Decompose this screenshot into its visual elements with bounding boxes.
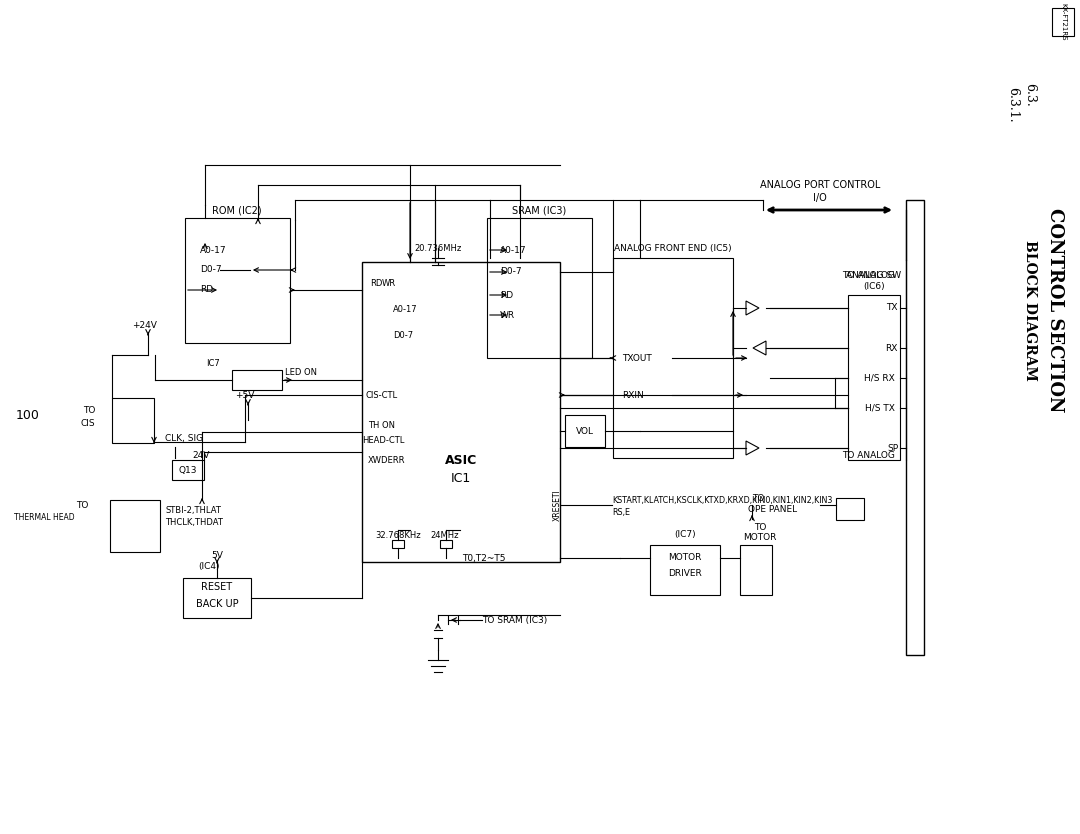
Bar <box>740 545 772 595</box>
Text: H/S RX: H/S RX <box>864 374 895 383</box>
Bar <box>185 218 291 343</box>
Text: Q13: Q13 <box>179 465 198 475</box>
Text: IC7: IC7 <box>206 359 220 368</box>
Text: 6.3.1.: 6.3.1. <box>1007 88 1020 123</box>
Text: CIS-CTL: CIS-CTL <box>366 390 399 399</box>
Text: SP: SP <box>887 444 897 453</box>
Text: 32.768KHz: 32.768KHz <box>375 530 421 540</box>
Text: TH ON: TH ON <box>368 420 395 430</box>
Text: ANALOG FRONT END (IC5): ANALOG FRONT END (IC5) <box>615 244 732 253</box>
Text: ANALOG SW: ANALOG SW <box>847 270 902 279</box>
Text: 100: 100 <box>16 409 40 421</box>
Text: BLOCK DIAGRAM: BLOCK DIAGRAM <box>1023 239 1037 380</box>
Text: BACK UP: BACK UP <box>195 599 239 609</box>
Bar <box>440 540 453 548</box>
Text: 24V: 24V <box>192 450 210 460</box>
Text: DRIVER: DRIVER <box>669 569 702 577</box>
Text: +5V: +5V <box>235 390 255 399</box>
Text: OPE PANEL: OPE PANEL <box>748 505 797 515</box>
Text: CONTROL SECTION: CONTROL SECTION <box>1047 208 1064 412</box>
Text: TX: TX <box>887 304 897 313</box>
Text: H/S TX: H/S TX <box>865 404 895 413</box>
Text: D0-7: D0-7 <box>200 265 221 274</box>
Text: MOTOR: MOTOR <box>669 554 702 562</box>
Bar <box>650 545 720 595</box>
Bar <box>110 500 160 552</box>
Text: TO ANALOG: TO ANALOG <box>842 450 895 460</box>
Bar <box>906 200 924 655</box>
Text: TO: TO <box>754 524 766 532</box>
Bar <box>112 398 154 443</box>
Text: WR: WR <box>382 279 396 288</box>
Text: RS,E: RS,E <box>612 509 630 518</box>
Text: IC1: IC1 <box>450 471 471 485</box>
Text: XRESETI: XRESETI <box>553 489 562 521</box>
Text: +24V: +24V <box>132 320 157 329</box>
Text: HEAD-CTL: HEAD-CTL <box>362 435 404 445</box>
Text: CIS: CIS <box>80 419 95 428</box>
Text: ANALOG PORT CONTROL: ANALOG PORT CONTROL <box>760 180 880 190</box>
Text: D0-7: D0-7 <box>393 330 414 339</box>
Text: TO ANALOG: TO ANALOG <box>842 270 895 279</box>
Text: TO SRAM (IC3): TO SRAM (IC3) <box>482 615 548 625</box>
Text: WR: WR <box>500 310 515 319</box>
Text: STBI-2,THLAT: STBI-2,THLAT <box>165 505 221 515</box>
Text: TXOUT: TXOUT <box>622 354 651 363</box>
Text: CLK, SIG: CLK, SIG <box>165 434 203 443</box>
Text: SRAM (IC3): SRAM (IC3) <box>512 205 566 215</box>
Text: T0,T2~T5: T0,T2~T5 <box>462 554 505 562</box>
Text: RD: RD <box>500 290 513 299</box>
Text: THERMAL HEAD: THERMAL HEAD <box>14 514 75 522</box>
Text: 6.3.: 6.3. <box>1024 83 1037 107</box>
Text: (IC6): (IC6) <box>863 282 885 290</box>
Text: KSTART,KLATCH,KSCLK,KTXD,KRXD,KIN0,KIN1,KIN2,KIN3: KSTART,KLATCH,KSCLK,KTXD,KRXD,KIN0,KIN1,… <box>612 495 833 505</box>
Text: THCLK,THDAT: THCLK,THDAT <box>165 519 222 527</box>
Text: 24MHz: 24MHz <box>431 530 459 540</box>
Text: 5V: 5V <box>211 550 222 560</box>
Text: (IC7): (IC7) <box>674 530 696 540</box>
Text: A0-17: A0-17 <box>393 305 418 314</box>
Text: RX: RX <box>886 344 897 353</box>
Text: D0-7: D0-7 <box>500 268 522 277</box>
Bar <box>836 498 864 520</box>
Polygon shape <box>753 341 766 355</box>
Polygon shape <box>746 301 759 315</box>
Text: RD: RD <box>370 279 382 288</box>
Text: RD: RD <box>200 285 213 294</box>
Text: (IC4): (IC4) <box>198 561 219 570</box>
Text: A0-17: A0-17 <box>200 245 227 254</box>
Text: KX-FT21RS: KX-FT21RS <box>1059 3 1066 41</box>
Bar <box>487 218 592 358</box>
Text: ASIC: ASIC <box>445 454 477 466</box>
Text: I/O: I/O <box>813 193 827 203</box>
Text: LED ON: LED ON <box>285 368 318 376</box>
Text: XWDERR: XWDERR <box>368 455 405 465</box>
Bar <box>1052 8 1074 36</box>
Text: RESET: RESET <box>202 582 232 592</box>
Text: ROM (IC2): ROM (IC2) <box>212 205 261 215</box>
Text: MOTOR: MOTOR <box>743 534 777 542</box>
Bar <box>362 262 561 562</box>
Text: RXIN: RXIN <box>622 390 644 399</box>
Bar <box>848 295 900 460</box>
Bar <box>232 370 282 390</box>
Bar <box>613 258 733 458</box>
Polygon shape <box>746 441 759 455</box>
Bar <box>565 415 605 447</box>
Text: 20.736MHz: 20.736MHz <box>415 244 461 253</box>
Text: A0-17: A0-17 <box>500 245 527 254</box>
Text: TO: TO <box>76 500 87 510</box>
Text: TO: TO <box>752 494 765 503</box>
Bar <box>172 460 204 480</box>
Text: TO: TO <box>83 405 95 414</box>
Bar <box>392 540 404 548</box>
Text: VOL: VOL <box>576 426 594 435</box>
Bar <box>183 578 251 618</box>
